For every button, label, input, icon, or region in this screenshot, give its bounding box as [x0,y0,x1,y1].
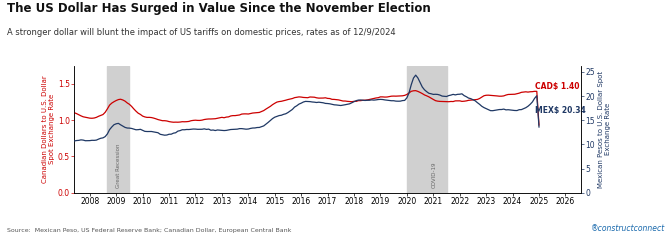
Text: Great Recession: Great Recession [116,144,121,188]
Text: COVID-19: COVID-19 [432,162,437,188]
Bar [407,66,446,193]
Text: CAD$ 1.40: CAD$ 1.40 [535,82,579,91]
Text: MEX$ 20.34: MEX$ 20.34 [535,106,586,115]
Y-axis label: Mexican Pesos to U.S. Dollar Spot
Exchange Rate: Mexican Pesos to U.S. Dollar Spot Exchan… [598,71,611,188]
Text: A stronger dollar will blunt the impact of US tariffs on domestic prices, rates : A stronger dollar will blunt the impact … [7,28,395,37]
Text: ®constructconnect: ®constructconnect [591,224,665,233]
Text: The US Dollar Has Surged in Value Since the November Election: The US Dollar Has Surged in Value Since … [7,2,431,15]
Bar [108,66,130,193]
Text: Source:  Mexican Peso, US Federal Reserve Bank; Canadian Dollar, European Centra: Source: Mexican Peso, US Federal Reserve… [7,228,291,233]
Y-axis label: Canadian Dollars to U.S. Dollar
Spot Exchange Rate: Canadian Dollars to U.S. Dollar Spot Exc… [42,75,55,183]
